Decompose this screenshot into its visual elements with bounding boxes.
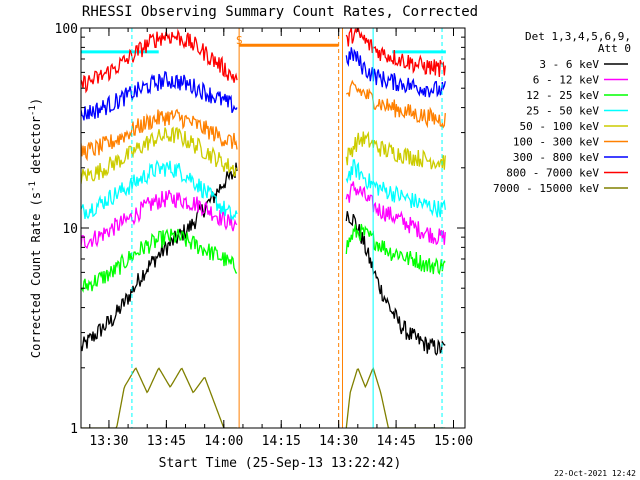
series-line (345, 159, 446, 218)
series-line (81, 367, 237, 428)
y-tick-label: 100 (55, 22, 78, 37)
series-line (81, 28, 238, 94)
series-line (81, 189, 238, 250)
legend-label: 800 - 7000 keV (506, 167, 599, 180)
legend-header-line1: Det 1,3,4,5,6,9, (525, 30, 631, 43)
series-line (81, 159, 238, 222)
chart-title: RHESSI Observing Summary Count Rates, Co… (82, 4, 478, 20)
legend-label: 100 - 300 keV (513, 136, 599, 149)
y-tick-label: 10 (62, 222, 78, 237)
y-axis-label-main: Corrected Count Rate (s (29, 192, 43, 358)
y-axis-label: Corrected Count Rate (s-1 detector-1) (28, 98, 43, 358)
saa-marker: S (236, 34, 243, 47)
series-line (345, 130, 446, 170)
x-tick-label: 14:15 (262, 434, 301, 449)
x-tick-label: 14:00 (204, 434, 243, 449)
y-axis-label-sup1: -1 (28, 181, 38, 192)
series-line (345, 211, 446, 356)
series-line (345, 181, 446, 246)
legend-header-line2: Att 0 (598, 42, 631, 55)
y-tick-label: 1 (70, 422, 78, 437)
legend-label: 6 - 12 keV (533, 74, 600, 87)
series-line (345, 79, 446, 129)
x-tick-label: 14:45 (377, 434, 416, 449)
series-line (81, 108, 238, 162)
series-line (81, 162, 238, 352)
series-line (81, 126, 238, 184)
series-line (345, 366, 446, 428)
legend-label: 50 - 100 keV (520, 120, 600, 133)
x-axis-label: Start Time (25-Sep-13 13:22:42) (159, 456, 402, 471)
x-tick-label: 13:30 (89, 434, 128, 449)
series-line (81, 70, 238, 121)
y-axis-label-mid: detector (29, 116, 43, 181)
y-axis-label-sup2: -1 (28, 105, 38, 116)
legend-label: 25 - 50 keV (526, 105, 599, 118)
timestamp: 22-Oct-2021 12:42 (554, 469, 636, 478)
x-tick-label: 13:45 (147, 434, 186, 449)
series-line (345, 47, 446, 98)
legend-label: 3 - 6 keV (539, 58, 599, 71)
legend-label: 7000 - 15000 keV (493, 182, 599, 195)
series-line (345, 223, 446, 276)
x-tick-label: 14:30 (319, 434, 358, 449)
series-line (81, 228, 238, 293)
legend-label: 300 - 800 keV (513, 151, 599, 164)
legend-label: 12 - 25 keV (526, 89, 599, 102)
y-axis-label-end: ) (29, 98, 43, 105)
x-tick-label: 15:00 (434, 434, 473, 449)
series-line (345, 28, 446, 77)
